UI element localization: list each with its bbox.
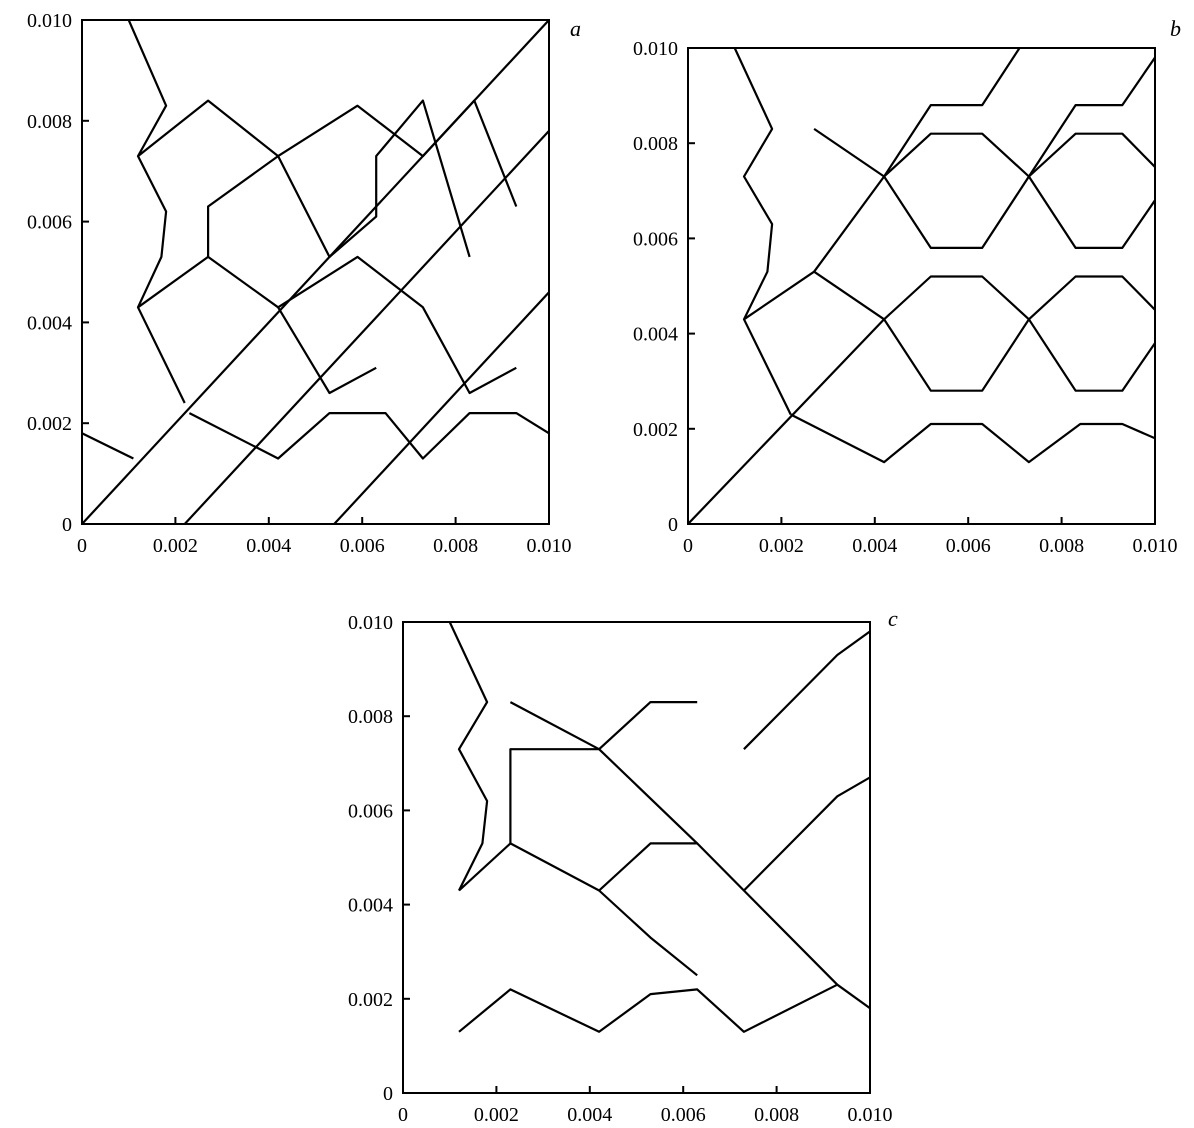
boundary-line-5 [813,175,1155,273]
y-tick-label: 0.010 [348,612,393,634]
boundary-line-4 [883,275,1155,321]
y-tick-label: 0.006 [348,800,393,822]
y-tick-label: 0.004 [27,312,72,334]
plot-frame [687,47,1156,525]
boundary-line-4 [188,412,549,460]
x-axis: 0 0.002 0.004 0.006 0.008 0.010 [683,517,1178,557]
boundary-line-7 [137,99,471,258]
x-tick-label: 0 [398,1104,408,1126]
x-axis: 0 0.002 0.004 0.006 0.008 0.010 [77,517,572,557]
y-tick-label: 0.004 [348,895,393,917]
x-tick-label: 0.002 [759,535,804,557]
boundary-line-2 [458,842,698,977]
x-tick-label: 0.004 [567,1104,612,1126]
x-axis: 0 0.002 0.004 0.006 0.008 0.010 [398,1086,893,1126]
boundary-line-5 [137,255,377,395]
y-tick-label: 0.006 [27,212,72,234]
boundary-line-9 [82,432,134,460]
x-tick-label: 0 [683,535,693,557]
y-axis: 0 0.002 0.004 0.006 0.008 0.010 [348,612,410,1105]
series-layer [688,48,1155,524]
boundary-line-2 [183,130,549,524]
y-tick-label: 0.002 [27,413,72,435]
boundary-line-6 [277,255,517,395]
boundary-line-1 [688,318,885,524]
x-tick-label: 0.006 [340,535,385,557]
series-layer [448,622,870,1033]
y-tick-label: 0.008 [633,133,678,155]
panel-a: 0 0.002 0.004 0.006 0.008 0.010 0 0.002 0.004 0.… [27,10,581,557]
panel-c: 0 0.002 0.004 0.006 0.008 0.010 0 0.002 0.004 0.… [348,606,898,1126]
x-tick-label: 0.002 [153,535,198,557]
panel-b: 0 0.002 0.004 0.006 0.008 0.010 0 0.002 0.004 0.… [633,16,1181,557]
y-tick-label: 0.010 [633,38,678,60]
y-tick-label: 0 [668,514,678,536]
y-axis: 0 0.002 0.004 0.006 0.008 0.010 [633,38,695,536]
x-tick-label: 0.010 [527,535,572,557]
x-tick-label: 0.006 [946,535,991,557]
plot-frame [81,19,550,525]
y-tick-label: 0.006 [633,228,678,250]
boundary-line-1 [458,983,870,1033]
panel-label: c [888,606,898,631]
y-axis: 0 0.002 0.004 0.006 0.008 0.010 [27,10,89,536]
boundary-line-1 [82,20,549,524]
x-tick-label: 0 [77,535,87,557]
y-tick-label: 0.008 [27,111,72,133]
y-tick-label: 0.004 [633,324,678,346]
x-tick-label: 0.002 [474,1104,519,1126]
x-tick-label: 0.010 [1133,535,1178,557]
boundary-line-3 [743,270,1155,392]
boundary-line-6 [813,127,1155,178]
x-tick-label: 0.008 [433,535,478,557]
boundary-line-7 [883,48,1021,178]
boundary-line-5 [509,701,698,751]
y-tick-label: 0.002 [633,419,678,441]
boundary-line-8 [207,99,518,257]
y-tick-label: 0 [62,514,72,536]
boundary-line-8 [448,622,489,891]
series-layer [82,20,549,524]
boundary-line-7 [743,630,870,750]
x-tick-label: 0.006 [661,1104,706,1126]
y-tick-label: 0 [383,1083,393,1105]
x-tick-label: 0.010 [848,1104,893,1126]
boundary-line-3 [333,291,549,524]
boundary-line-4 [509,748,698,845]
y-tick-label: 0.002 [348,989,393,1011]
y-tick-label: 0.010 [27,10,72,32]
panel-label: a [570,16,581,41]
boundary-line-2 [790,413,1155,464]
boundary-line-9 [733,48,792,415]
boundary-line-3 [598,842,839,986]
boundary-line-10 [127,20,186,404]
y-tick-label: 0.008 [348,706,393,728]
boundary-line-6 [743,776,870,892]
x-tick-label: 0.008 [1039,535,1084,557]
x-tick-label: 0.008 [754,1104,799,1126]
x-tick-label: 0.004 [246,535,291,557]
panel-label: b [1170,16,1181,41]
boundary-line-8 [1027,56,1155,178]
plot-frame [402,621,871,1094]
x-tick-label: 0.004 [852,535,897,557]
